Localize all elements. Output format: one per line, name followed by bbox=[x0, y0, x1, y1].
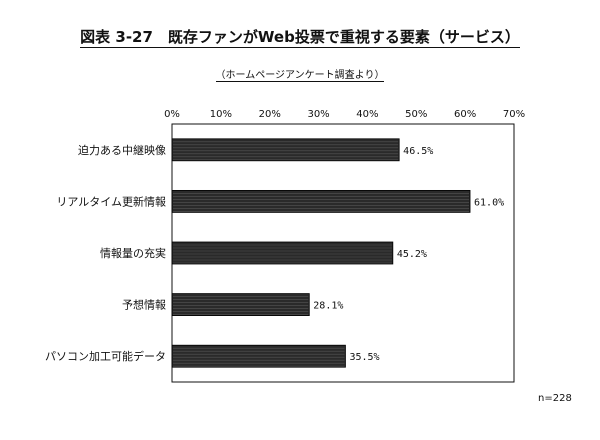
data-label: 45.2% bbox=[397, 249, 427, 260]
x-tick-label: 70% bbox=[503, 109, 525, 120]
x-tick-label: 0% bbox=[164, 109, 180, 120]
x-tick-label: 10% bbox=[210, 109, 232, 120]
data-label: 61.0% bbox=[474, 197, 504, 208]
x-tick-label: 50% bbox=[405, 109, 427, 120]
x-tick-label: 40% bbox=[356, 109, 378, 120]
x-tick-label: 20% bbox=[259, 109, 281, 120]
bar bbox=[171, 293, 310, 317]
x-tick-label: 30% bbox=[307, 109, 329, 120]
bar bbox=[171, 138, 400, 162]
x-tick-label: 60% bbox=[454, 109, 476, 120]
category-label: 予想情報 bbox=[122, 298, 166, 312]
data-label: 35.5% bbox=[349, 352, 379, 363]
data-label: 46.5% bbox=[403, 146, 433, 157]
bar bbox=[171, 344, 346, 368]
category-label: パソコン加工可能データ bbox=[45, 349, 166, 363]
sample-size-note: n=228 bbox=[538, 393, 572, 404]
bar bbox=[171, 241, 394, 265]
chart-subtitle: （ホームページアンケート調査より） bbox=[215, 70, 385, 82]
category-label: 迫力ある中継映像 bbox=[78, 143, 166, 157]
category-label: リアルタイム更新情報 bbox=[56, 194, 166, 208]
category-label: 情報量の充実 bbox=[100, 246, 166, 260]
data-label: 28.1% bbox=[313, 301, 343, 312]
chart-title: 図表 3-27 既存ファンがWeb投票で重視する要素（サービス） bbox=[80, 28, 520, 48]
bar bbox=[171, 189, 471, 213]
